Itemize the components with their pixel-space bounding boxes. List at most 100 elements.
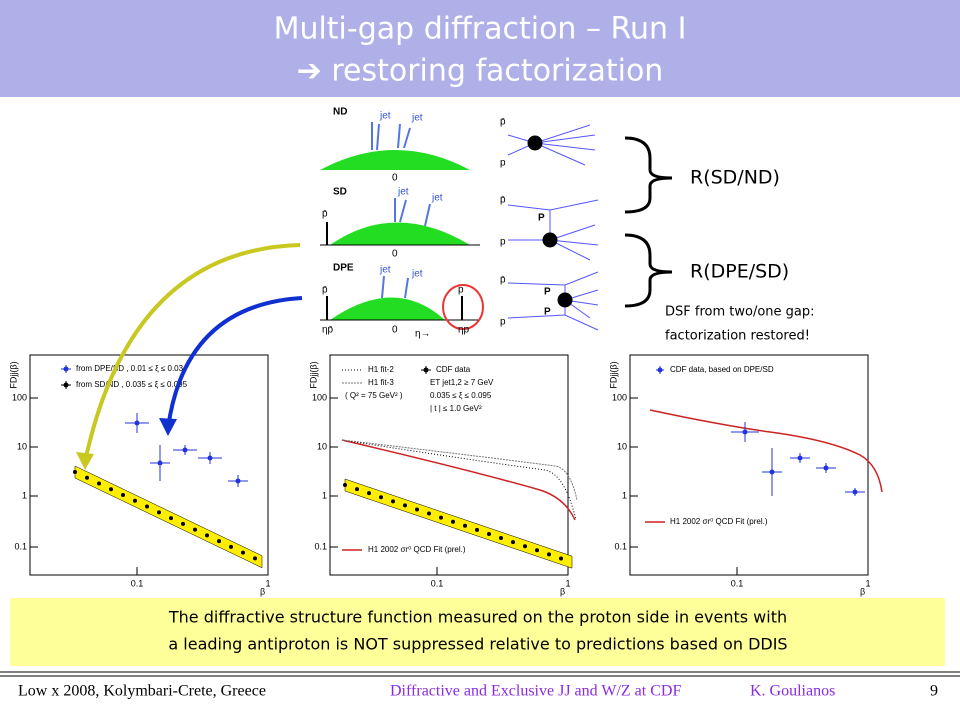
y-tick-label: 0.1 — [314, 541, 327, 551]
point — [511, 540, 515, 545]
footer-page: 9 — [930, 683, 938, 700]
y-tick-label: 100 — [612, 392, 627, 402]
point — [823, 465, 829, 471]
point — [157, 510, 161, 515]
label: 0 — [392, 249, 398, 260]
label: p̄ — [322, 209, 328, 220]
label: 0 — [392, 173, 398, 184]
legend: ET jet1,2 ≥ 7 GeV — [430, 378, 494, 387]
conclusion: The diffractive structure function measu… — [168, 608, 787, 627]
ratio-label: R(DPE/SD) — [690, 261, 789, 283]
point — [73, 470, 77, 474]
label: P — [544, 307, 551, 318]
point — [169, 516, 173, 521]
feynman-diagrams: p̄ p p̄ p p̄ p P P P — [500, 117, 599, 331]
point — [475, 527, 479, 532]
y-tick-label: 10 — [17, 441, 27, 451]
point — [367, 491, 371, 496]
point — [63, 382, 69, 388]
point — [253, 556, 257, 561]
x-axis-label: β — [560, 586, 565, 596]
point — [797, 455, 803, 461]
y-tick-label: 1 — [322, 490, 327, 500]
point — [241, 550, 245, 555]
point — [134, 420, 140, 426]
label: p — [458, 285, 464, 296]
note: factorization restored! — [665, 329, 810, 344]
point — [852, 489, 858, 495]
arrow — [83, 243, 301, 463]
point — [547, 552, 551, 557]
label: ND — [333, 107, 347, 118]
point — [559, 556, 563, 561]
y-axis-label: FDjj(β) — [8, 361, 18, 388]
point — [145, 504, 149, 509]
footer-talk: Diffractive and Exclusive JJ and W/Z at … — [390, 683, 681, 700]
legend: CDF data, based on DPE/SD — [670, 365, 774, 374]
label: ηp — [458, 325, 470, 336]
braces — [624, 136, 673, 308]
x-tick-label: 1 — [565, 578, 570, 588]
gap-diagrams: ND SD DPE jet jet jet jet jet jet 0 0 0 … — [320, 107, 484, 340]
legend: CDF data — [436, 365, 471, 374]
x-tick-label: 0.1 — [731, 578, 744, 588]
x-tick-label: 1 — [265, 578, 270, 588]
point — [85, 475, 89, 480]
label: p̄ — [500, 117, 506, 128]
point — [379, 495, 383, 500]
label: p̄ — [322, 285, 328, 296]
legend: H1 2002 σr⁰ QCD Fit (prel.) — [670, 517, 768, 526]
point — [535, 548, 539, 553]
point — [229, 544, 233, 549]
point — [769, 469, 775, 475]
point — [463, 523, 467, 528]
point — [499, 536, 503, 541]
label: P — [538, 213, 545, 224]
point — [235, 478, 241, 484]
legend: H1 fit-2 — [368, 365, 394, 374]
label: jet — [411, 269, 423, 280]
x-tick-label: 0.1 — [431, 578, 444, 588]
plot-frame — [29, 354, 269, 576]
y-tick-label: 100 — [312, 392, 327, 402]
subtitle: ➔ restoring factorization — [297, 54, 664, 89]
point — [207, 455, 213, 461]
label: jet — [379, 111, 391, 122]
point — [742, 429, 748, 435]
label: DPE — [333, 263, 354, 274]
y-tick-label: 1 — [622, 490, 627, 500]
point — [451, 519, 455, 524]
y-tick-label: 0.1 — [614, 541, 627, 551]
point — [391, 499, 395, 504]
point — [182, 447, 188, 453]
point — [193, 527, 197, 532]
point — [427, 511, 431, 516]
legend: | t | ≤ 1.0 GeV² — [430, 404, 482, 413]
label: 0 — [392, 325, 398, 336]
conclusion-box — [10, 598, 945, 666]
point — [423, 367, 429, 373]
plot-frame — [329, 354, 569, 576]
label: p — [500, 317, 506, 328]
label: jet — [411, 113, 423, 124]
arrow — [166, 296, 303, 429]
point — [63, 366, 69, 372]
legend: from DPE/SD , 0.01 ≤ ξ ≤ 0.03 — [76, 364, 184, 373]
y-tick-label: 1 — [22, 490, 27, 500]
legend: ( Q² = 75 GeV² ) — [345, 391, 403, 400]
plot-frame — [629, 354, 869, 576]
label: ηp̄ — [322, 325, 334, 336]
point — [205, 533, 209, 538]
title: Multi-gap diffraction – Run I — [274, 12, 687, 47]
conclusion: a leading antiproton is NOT suppressed r… — [168, 635, 787, 654]
label: jet — [379, 265, 391, 276]
label: SD — [333, 187, 347, 198]
x-axis-label: β — [860, 586, 865, 596]
point — [523, 544, 527, 549]
legend: from SD/ND , 0.035 ≤ ξ ≤ 0.095 — [76, 380, 188, 389]
x-tick-label: 1 — [865, 578, 870, 588]
curve — [341, 439, 576, 521]
point — [157, 460, 163, 466]
